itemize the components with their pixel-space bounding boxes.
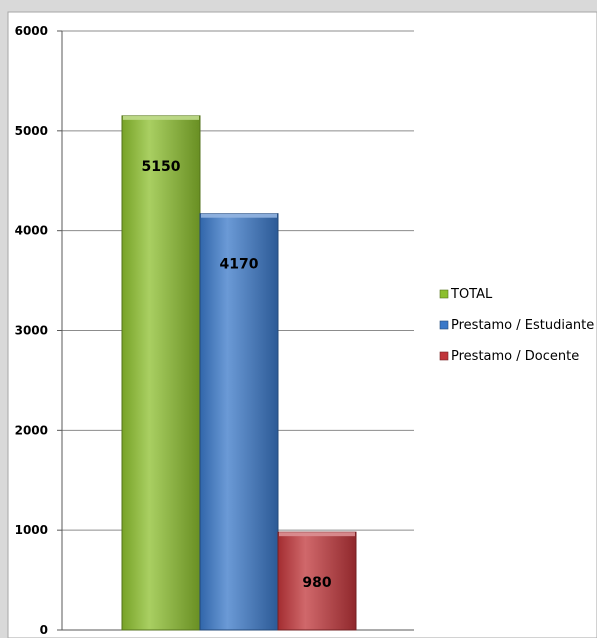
data-label: 5150 bbox=[142, 159, 181, 175]
bar-top-highlight bbox=[123, 115, 199, 120]
legend-swatch bbox=[439, 351, 449, 361]
y-tick-label: 0 bbox=[40, 623, 48, 637]
y-tick-label: 1000 bbox=[15, 523, 48, 537]
y-axis: 0 1000 2000 3000 4000 5000 6000 bbox=[15, 24, 414, 637]
legend-swatch bbox=[439, 289, 449, 299]
bar-total bbox=[121, 115, 201, 631]
data-label: 980 bbox=[302, 575, 331, 591]
bars bbox=[121, 115, 357, 631]
y-tick-label: 4000 bbox=[15, 224, 48, 238]
bar-top-highlight bbox=[201, 213, 277, 218]
y-tick-label: 5000 bbox=[15, 124, 48, 138]
y-tick-label: 6000 bbox=[15, 24, 48, 38]
data-label: 4170 bbox=[220, 257, 259, 273]
legend-label: Prestamo / Estudiante bbox=[451, 318, 594, 333]
data-labels: 5150 4170 980 bbox=[142, 159, 332, 591]
legend-label: Prestamo / Docente bbox=[451, 349, 579, 364]
legend-swatch bbox=[439, 320, 449, 330]
bar-top-highlight bbox=[279, 532, 355, 537]
bar-prestamo-estudiante bbox=[199, 213, 279, 631]
bar-prestamo-docente bbox=[277, 531, 357, 631]
legend: TOTAL Prestamo / Estudiante Prestamo / Doc… bbox=[439, 287, 594, 364]
legend-label: TOTAL bbox=[450, 287, 493, 302]
y-tick-label: 3000 bbox=[15, 324, 48, 338]
y-tick-label: 2000 bbox=[15, 423, 48, 437]
